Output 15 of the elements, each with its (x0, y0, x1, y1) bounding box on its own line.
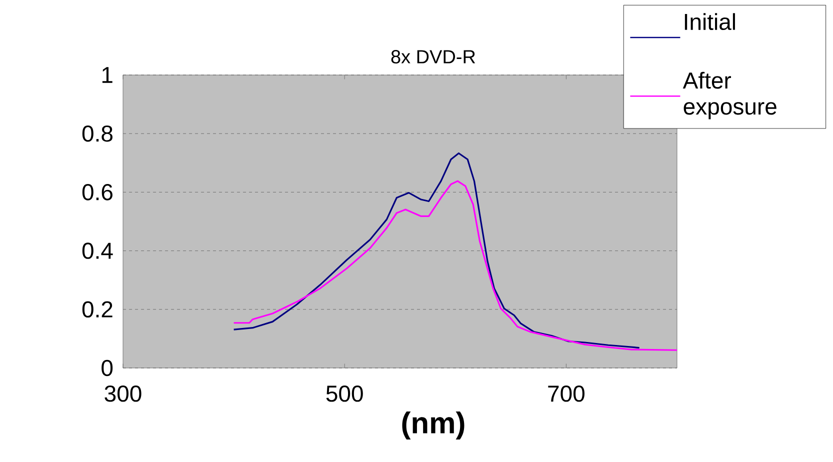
y-tick-label: 0.6 (82, 184, 112, 200)
x-tick-label: 500 (326, 386, 363, 402)
x-tick-label: 300 (104, 386, 142, 402)
x-axis-title: (nm) (402, 412, 464, 440)
chart-title: 8x DVD-R (391, 50, 476, 64)
y-tick-label: 0 (102, 360, 113, 376)
y-tick-label: 0.4 (82, 242, 113, 259)
line-series (233, 180, 677, 351)
legend-label: Initial (684, 13, 735, 30)
legend-label: After exposure (682, 72, 776, 120)
y-tick-label: 1 (102, 67, 112, 83)
line-series (233, 152, 640, 349)
y-tick-label: 0.2 (82, 301, 112, 318)
y-tick-label: 0.8 (82, 125, 112, 142)
x-tick-label: 700 (548, 386, 584, 402)
